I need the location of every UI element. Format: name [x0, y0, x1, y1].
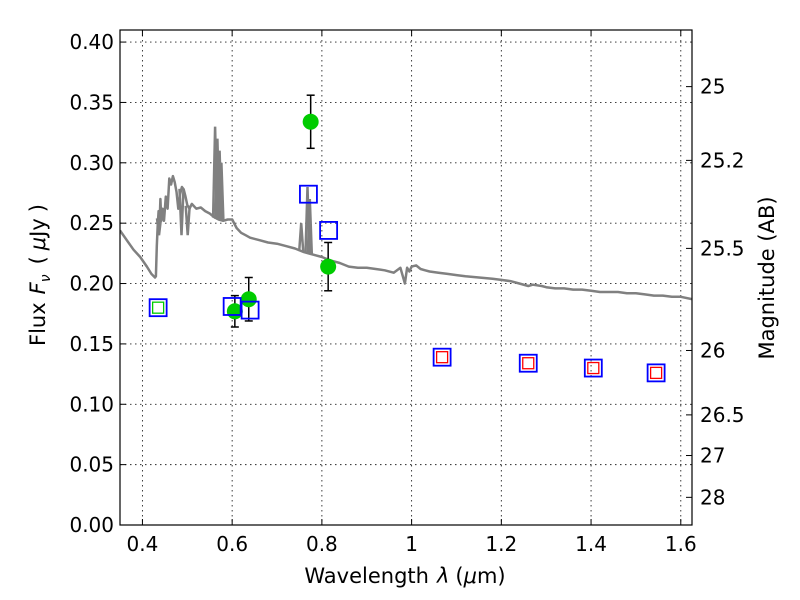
emission-line	[306, 198, 314, 254]
x-tick-label: 0.6	[216, 532, 248, 556]
y-tick-label: 0.00	[69, 513, 114, 537]
emission-line	[184, 205, 191, 236]
model-bandpass-square	[222, 297, 242, 316]
observed-point	[240, 291, 257, 308]
observed-point	[320, 258, 337, 275]
x-tick-label: 0.4	[127, 532, 159, 556]
y-tick-label: 0.35	[69, 90, 114, 114]
y2-tick-label: 26.5	[700, 403, 745, 427]
plot-frame	[119, 29, 693, 526]
y2-tick-label: 26	[700, 338, 725, 362]
y-tick-label: 0.25	[69, 211, 114, 235]
emission-line	[178, 188, 185, 236]
x-tick-label: 0.8	[306, 532, 338, 556]
model-bandpass-square	[518, 353, 538, 373]
upper-limit-square	[522, 357, 535, 370]
model-bandpass-square	[240, 300, 260, 320]
y-tick-label: 0.40	[69, 30, 114, 54]
upper-limit-square	[151, 301, 165, 314]
emission-line	[155, 218, 163, 236]
model-sed-layer	[120, 126, 692, 301]
model-bandpass-square	[583, 358, 603, 378]
model-bandpass-square	[299, 184, 318, 204]
y-tick-label: 0.05	[69, 453, 114, 477]
emission-line	[297, 223, 305, 252]
y-tick-label: 0.30	[69, 151, 114, 175]
y2-tick-label: 25.5	[700, 236, 745, 260]
upper-limit-square	[649, 366, 663, 380]
y-axis-label: FluxFν(μJy)	[26, 204, 54, 346]
observed-point	[302, 113, 319, 130]
x-tick-label: 1.2	[485, 532, 517, 556]
marker-layer	[148, 94, 666, 383]
x-tick-label: 1.6	[665, 532, 697, 556]
y-tick-label: 0.10	[69, 392, 114, 416]
x-tick-label: 1.4	[575, 532, 607, 556]
y-tick-label: 0.15	[69, 332, 114, 356]
y2-tick-label: 25.2	[700, 148, 745, 172]
model-bandpass-square	[319, 221, 339, 240]
tick-layer: 0.4 0.6 0.8 1 1.2 1.4 1.6 0.00 0.05 0.10 0.15 0.20 0…	[69, 30, 745, 556]
upper-limit-square	[587, 361, 600, 375]
y2-tick-label: 27	[700, 444, 725, 468]
emission-line	[218, 162, 225, 221]
model-bandpass-square	[646, 363, 666, 383]
x-tick-label: 1	[405, 532, 418, 556]
y-tick-label: 0.20	[69, 272, 114, 296]
y2-axis-label: Magnitude (AB)	[755, 196, 779, 359]
x-axis-label: Wavelength λ (μm)	[304, 564, 505, 588]
model-bandpass-square	[432, 347, 452, 367]
y2-tick-label: 25	[700, 75, 725, 99]
y2-tick-label: 28	[700, 485, 725, 509]
upper-limit-square	[435, 351, 449, 364]
model-bandpass-square	[148, 298, 168, 318]
